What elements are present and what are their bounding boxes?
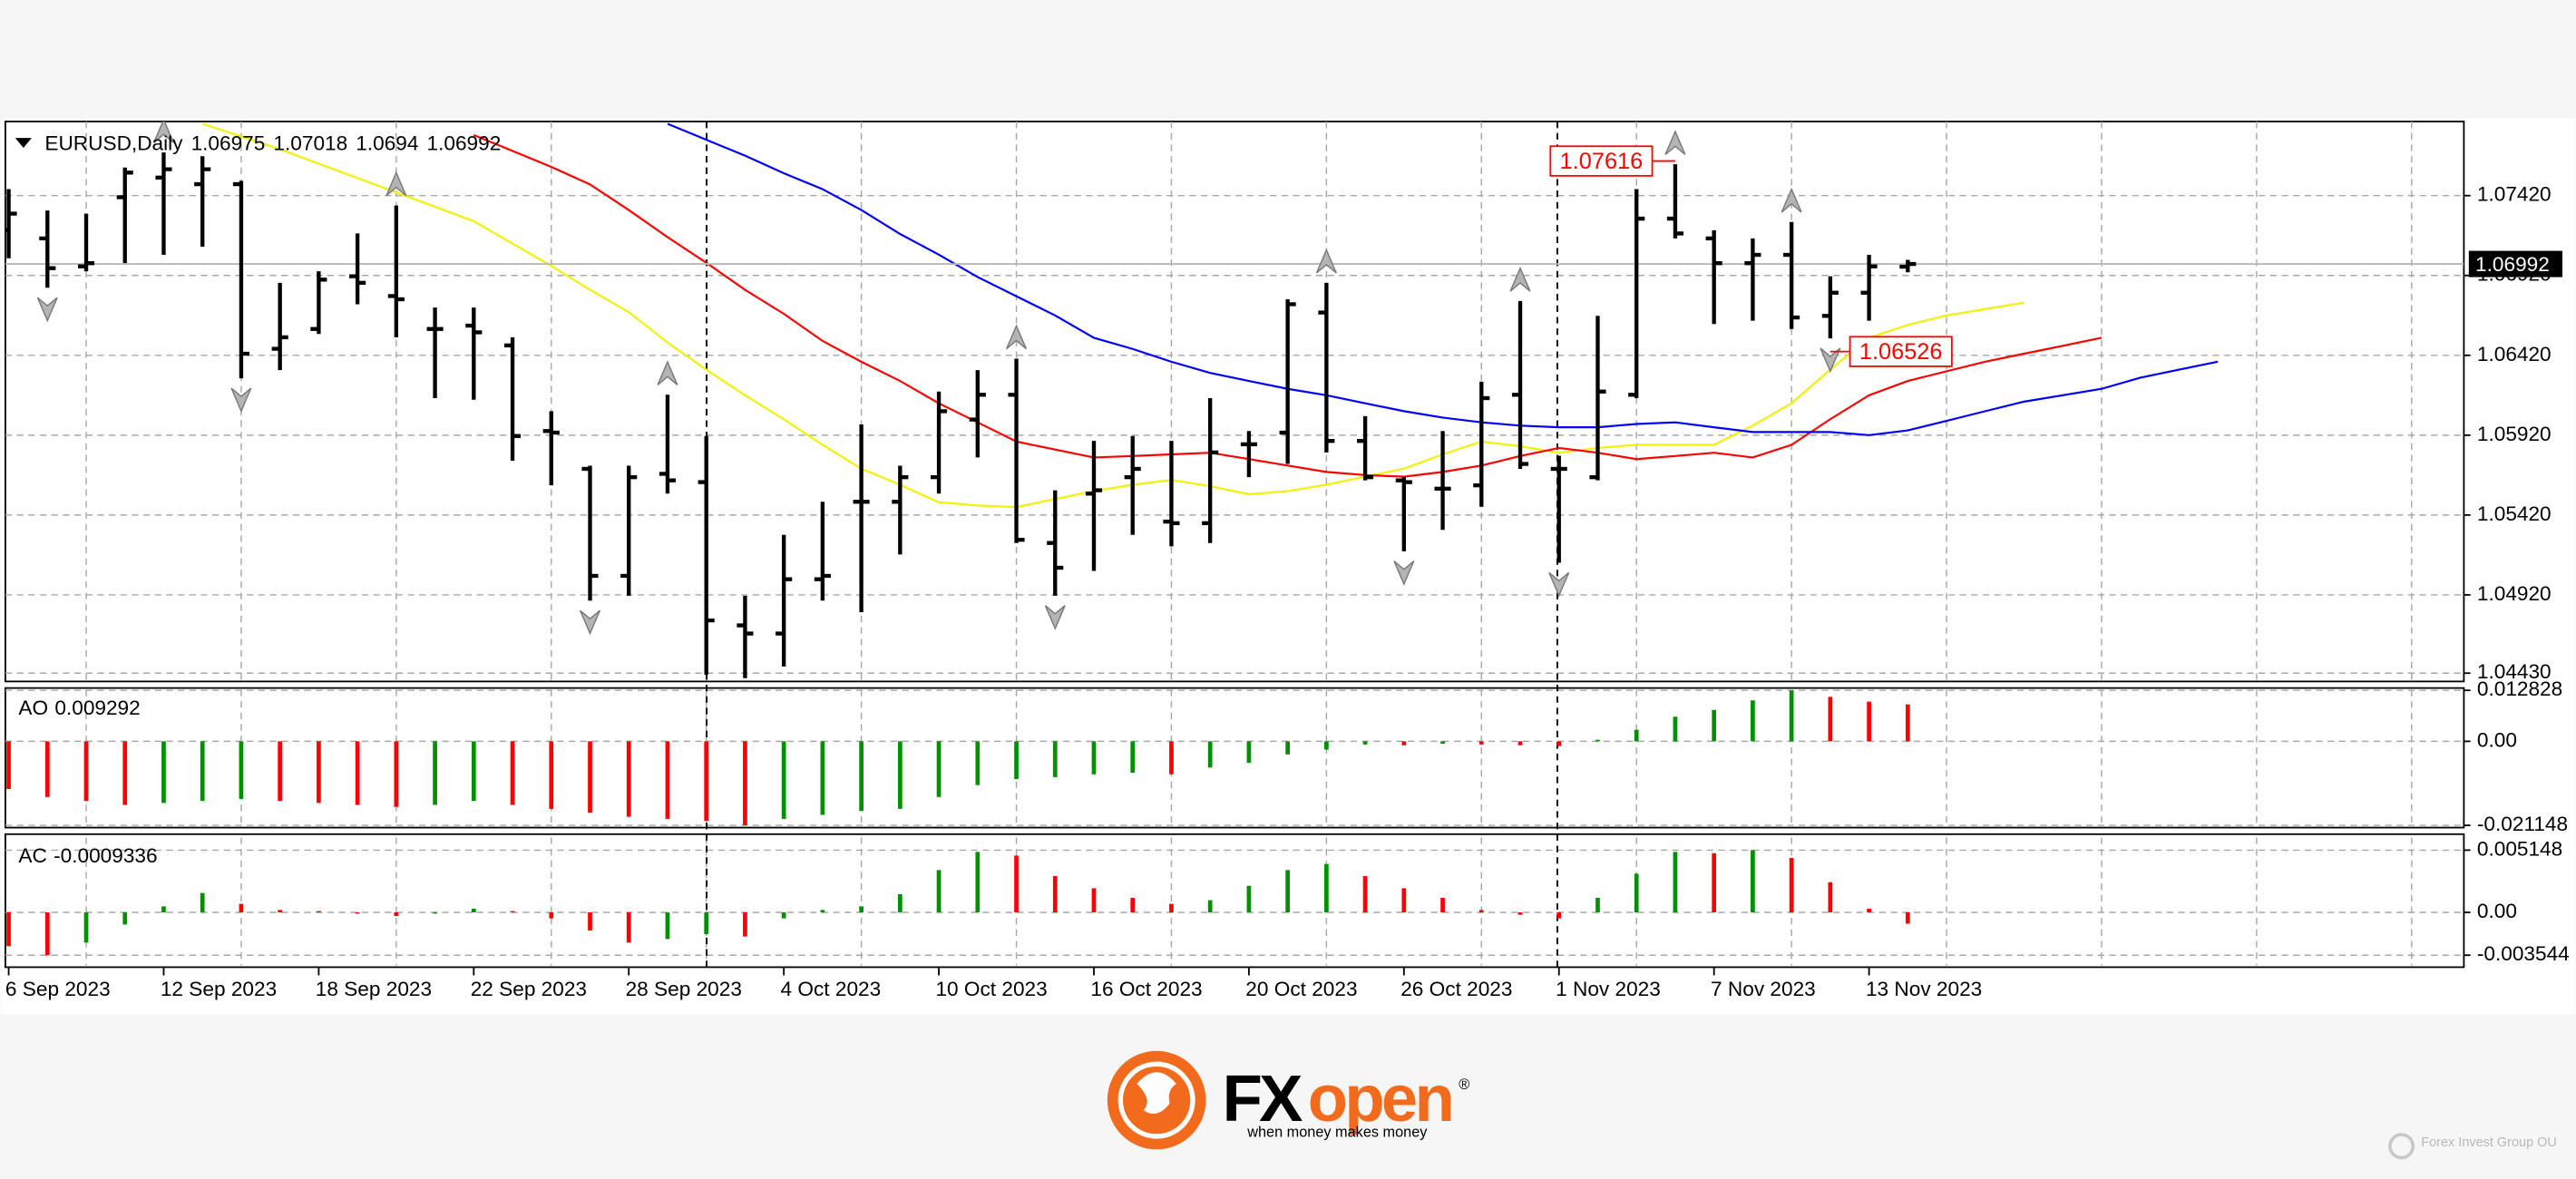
fractal-down [1393, 560, 1415, 586]
price-label: 1.07616 [1560, 149, 1644, 174]
price-label: 1.06526 [1859, 339, 1943, 365]
x-tick-label: 7 Nov 2023 [1711, 978, 1816, 1000]
header-open: 1.06975 [191, 132, 266, 154]
x-tick-label: 1 Nov 2023 [1556, 978, 1661, 1000]
moving-average [473, 133, 2103, 478]
y-tick-label: 1.04430 [2477, 660, 2552, 683]
x-tick-label: 26 Oct 2023 [1400, 978, 1512, 1000]
ac-plot [6, 850, 1910, 956]
y-tick-label: 1.05920 [2477, 423, 2552, 445]
current-price-box [2468, 250, 2563, 278]
y-tick-label: 0.00 [2477, 728, 2517, 751]
x-tick-label: 22 Sep 2023 [471, 978, 587, 1000]
x-tick-label: 10 Oct 2023 [935, 978, 1047, 1000]
ao-plot [6, 690, 1910, 826]
indicator-name: AC [18, 844, 46, 867]
header-close: 1.06992 [427, 132, 502, 154]
fractal-down [1044, 605, 1066, 630]
header-high: 1.07018 [273, 132, 347, 154]
fractal-up [1781, 187, 1802, 213]
indicator-value: 0.009292 [54, 697, 140, 719]
fractal-up [152, 121, 175, 143]
indicator-value: -0.0009336 [54, 844, 157, 867]
logo-lion [1137, 1072, 1176, 1115]
price-label-box [1549, 145, 1654, 177]
x-tick-label: 16 Oct 2023 [1090, 978, 1202, 1000]
fractal-up [657, 360, 678, 385]
collapse-arrow [15, 138, 32, 148]
y-tick-label: 0.00 [2477, 900, 2517, 922]
y-tick-label: -0.021148 [2477, 813, 2568, 835]
fractal-up [1006, 324, 1028, 350]
y-tick-label: 1.07420 [2477, 183, 2552, 206]
moving-average [201, 122, 2025, 509]
moving-average [667, 122, 2219, 436]
logo-tagline: when money makes money [1246, 1125, 1428, 1141]
y-tick-label: 0.005148 [2477, 837, 2562, 860]
price-label-box [1849, 336, 1953, 367]
logo-emblem-ring [1117, 1061, 1195, 1139]
x-tick-label: 18 Sep 2023 [316, 978, 432, 1000]
fractal-up [1664, 130, 1686, 155]
x-tick-label: 12 Sep 2023 [161, 978, 277, 1000]
watermark: Forex Invest Group OU [2421, 1135, 2557, 1150]
y-tick-label: 1.04920 [2477, 582, 2552, 605]
y-tick-label: 1.05420 [2477, 502, 2552, 525]
logo: FX open ® when money makes money [1107, 1050, 1469, 1150]
fractal-down [1548, 571, 1570, 598]
indicator-name: AO [18, 697, 48, 719]
fractal-down [36, 297, 58, 323]
fractal-down [1820, 347, 1841, 374]
logo-open: open [1308, 1062, 1451, 1135]
ao-panel [5, 687, 2465, 829]
y-tick-label: -0.003544 [2477, 942, 2570, 965]
main-panel [5, 121, 2465, 683]
y-tick-label: 0.012828 [2477, 677, 2562, 700]
x-tick-label: 20 Oct 2023 [1245, 978, 1357, 1000]
x-tick-label: 13 Nov 2023 [1866, 978, 1982, 1000]
header-low: 1.0694 [356, 132, 418, 154]
fractal-up [385, 171, 407, 197]
x-tick-label: 4 Oct 2023 [781, 978, 882, 1000]
logo-registered: ® [1459, 1077, 1469, 1093]
x-tick-label: 6 Sep 2023 [5, 978, 111, 1000]
fractal-up [1509, 266, 1531, 292]
fractal-down [579, 609, 601, 636]
symbol: EURUSD,Daily [44, 132, 183, 154]
axes: 1.074201.069201.064201.059201.054201.049… [5, 183, 2570, 1000]
current-price: 1.06992 [2475, 253, 2550, 276]
fractal-down [230, 387, 252, 414]
y-tick-label: 1.06420 [2477, 343, 2552, 365]
x-tick-label: 28 Sep 2023 [626, 978, 742, 1000]
logo-fx: FX [1223, 1062, 1303, 1135]
watermark-icon [2388, 1133, 2415, 1160]
fractal-up [1315, 248, 1337, 274]
ac-panel [5, 833, 2465, 969]
price-plot: 1.07616 1.06526 [5, 121, 2464, 678]
